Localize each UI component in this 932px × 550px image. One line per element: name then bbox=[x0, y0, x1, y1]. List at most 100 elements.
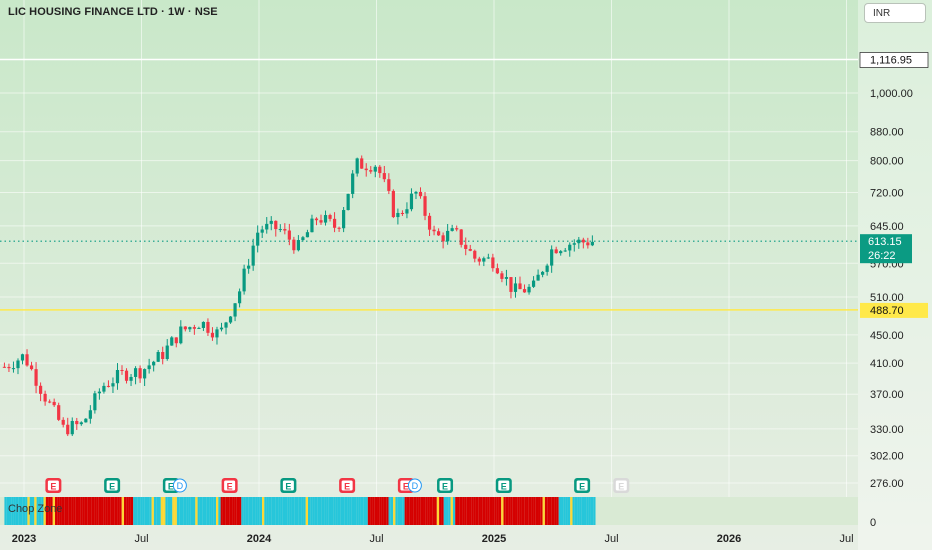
chop-zone-bar bbox=[121, 497, 125, 525]
candle-body bbox=[70, 420, 74, 435]
chop-zone-bar bbox=[193, 497, 196, 525]
chop-zone-bar bbox=[549, 497, 552, 525]
x-tick-label: 2023 bbox=[12, 533, 36, 545]
chop-zone-bar bbox=[512, 497, 516, 525]
chop-zone-bar bbox=[190, 497, 194, 525]
candle-body bbox=[522, 289, 527, 293]
candle-body bbox=[143, 369, 147, 379]
chop-zone-bar bbox=[248, 497, 251, 525]
y-tick-label: 1,000.00 bbox=[870, 88, 913, 100]
candle-body bbox=[323, 215, 328, 223]
candle-body bbox=[147, 365, 151, 370]
chop-zone-bar bbox=[328, 497, 332, 525]
chop-zone-bar bbox=[186, 497, 189, 525]
chop-zone-indicator: Chop Zone bbox=[0, 497, 858, 525]
earnings-marker-inner bbox=[498, 480, 510, 491]
candle-body bbox=[436, 231, 441, 236]
candle-body bbox=[287, 230, 291, 240]
chop-zone-bar bbox=[319, 497, 322, 525]
chop-zone-bar bbox=[579, 497, 582, 525]
candle-body bbox=[473, 250, 477, 259]
chop-zone-bar bbox=[160, 497, 164, 525]
candle-body bbox=[423, 196, 427, 216]
chop-zone-bar bbox=[446, 497, 449, 525]
candle-body bbox=[256, 232, 260, 246]
candle-body bbox=[156, 352, 160, 362]
chop-zone-bar bbox=[285, 497, 288, 525]
candle-body bbox=[210, 332, 215, 338]
chop-zone-label: Chop Zone bbox=[8, 503, 62, 515]
chop-zone-bar bbox=[558, 497, 562, 525]
earnings-marker-inner bbox=[224, 480, 236, 491]
chop-zone-bar bbox=[471, 497, 474, 525]
chop-zone-bar bbox=[383, 497, 387, 525]
x-tick-label: Jul bbox=[134, 533, 148, 545]
candle-body bbox=[247, 265, 251, 269]
chop-zone-bar bbox=[174, 497, 177, 525]
candle-body bbox=[577, 239, 581, 244]
candle-body bbox=[373, 166, 377, 172]
candles bbox=[2, 155, 594, 437]
chop-zone-bar bbox=[551, 497, 555, 525]
candle-body bbox=[504, 277, 509, 279]
candle-body bbox=[391, 190, 395, 218]
chop-zone-bar bbox=[372, 497, 375, 525]
chop-zone-bar bbox=[170, 497, 173, 525]
candle-body bbox=[251, 245, 255, 266]
chop-zone-bar bbox=[144, 497, 148, 525]
chop-zone-bar bbox=[202, 497, 205, 525]
candle-body bbox=[432, 229, 436, 232]
x-tick-label: 2024 bbox=[247, 533, 272, 545]
chop-zone-bar bbox=[206, 497, 210, 525]
chop-zone-bar bbox=[572, 497, 575, 525]
chop-zone-bar bbox=[528, 497, 532, 525]
chop-zone-bar bbox=[227, 497, 230, 525]
chop-zone-bar bbox=[584, 497, 587, 525]
price-axis[interactable]: 1,000.00880.00800.00720.00645.00570.0051… bbox=[858, 0, 932, 550]
candle-body bbox=[414, 191, 418, 194]
chop-zone-bar bbox=[98, 497, 102, 525]
chop-zone-bar bbox=[153, 497, 157, 525]
chop-zone-bar bbox=[443, 497, 447, 525]
chop-zone-bar bbox=[423, 497, 426, 525]
chop-zone-bar bbox=[448, 497, 451, 525]
dividend-marker bbox=[407, 478, 422, 493]
candle-body bbox=[138, 368, 142, 379]
candle-body bbox=[581, 239, 585, 243]
candle-body bbox=[482, 258, 486, 262]
chop-zone-bar bbox=[459, 497, 463, 525]
chop-zone-bar bbox=[117, 497, 120, 525]
candle-body bbox=[228, 316, 233, 323]
chop-zone-bar bbox=[234, 497, 237, 525]
candle-body bbox=[531, 280, 536, 287]
chop-zone-bar bbox=[156, 497, 159, 525]
chop-zone-bar bbox=[496, 497, 499, 525]
candle-body bbox=[133, 368, 138, 377]
chop-zone-bar bbox=[124, 497, 127, 525]
chop-zone-bar bbox=[266, 497, 269, 525]
candle-body bbox=[468, 248, 472, 251]
chop-zone-bar bbox=[73, 497, 76, 525]
chop-zone-bar bbox=[32, 497, 35, 525]
currency-selector[interactable]: INR bbox=[864, 3, 926, 23]
candle-body bbox=[409, 193, 414, 210]
chop-zone-bar bbox=[13, 497, 16, 525]
x-tick-label: Jul bbox=[604, 533, 618, 545]
y-tick-label: 330.00 bbox=[870, 424, 904, 436]
y-tick-label: 450.00 bbox=[870, 330, 904, 342]
earnings-marker-inner bbox=[47, 480, 59, 491]
chop-zone-bar bbox=[436, 497, 440, 525]
candle-body bbox=[477, 258, 481, 262]
chop-zone-bar bbox=[225, 497, 228, 525]
candle-body bbox=[174, 337, 178, 344]
candle-body bbox=[586, 242, 590, 246]
chop-zone-bar bbox=[287, 497, 290, 525]
candle-body bbox=[66, 424, 70, 435]
candle-body bbox=[464, 244, 468, 249]
chop-zone-bar bbox=[554, 497, 557, 525]
chop-zone-bar bbox=[478, 497, 481, 525]
chop-zone-bar bbox=[296, 497, 299, 525]
earnings-marker-label: E bbox=[501, 482, 507, 492]
time-axis[interactable]: 2023 Jul 2024 Jul 2025 Jul 2026 Jul bbox=[12, 533, 854, 545]
